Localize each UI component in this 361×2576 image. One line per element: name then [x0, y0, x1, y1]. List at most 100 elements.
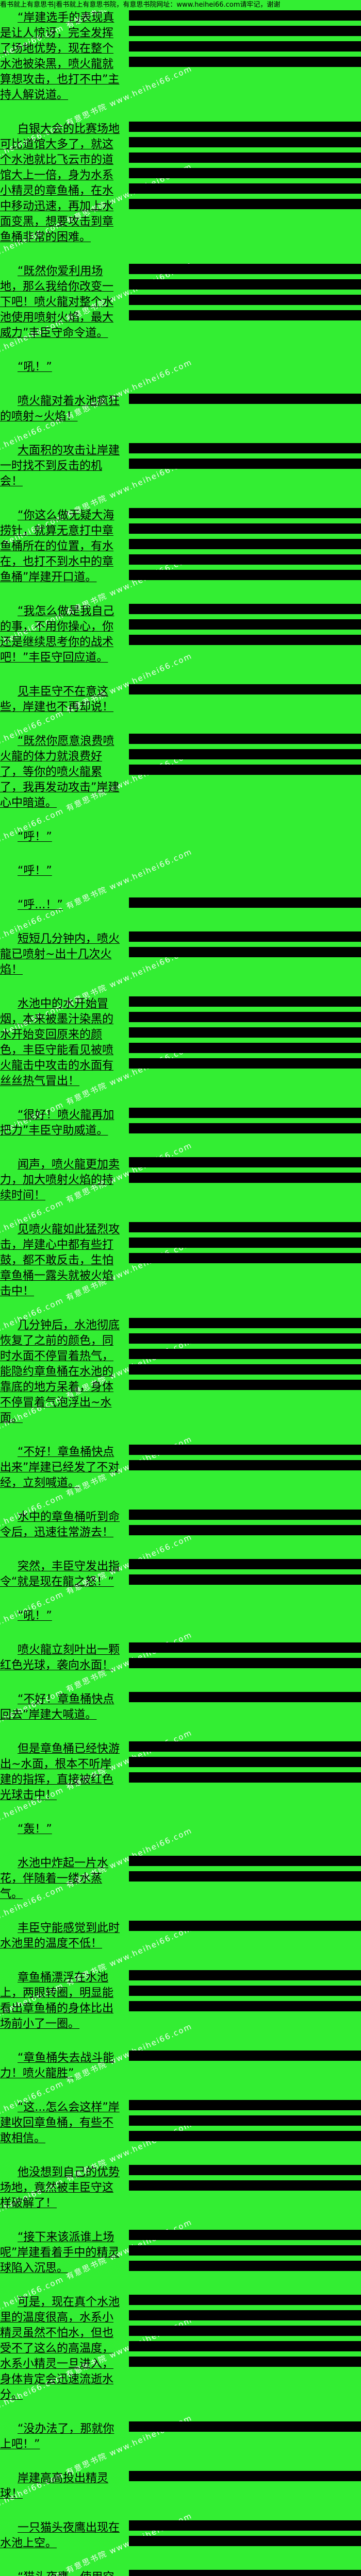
paragraph-spacer — [0, 724, 361, 734]
redaction-bar — [129, 1642, 361, 1653]
paragraph-spacer — [0, 2041, 361, 2050]
redaction-bar — [129, 2230, 361, 2240]
paragraph-spacer — [0, 112, 361, 122]
redaction-bar — [129, 619, 361, 630]
paragraph-text: “岸建选手的表现真是让人惊讶，完全发挥了场地优势，现在整个水池被染黑，喷火龍就算… — [0, 11, 120, 101]
paragraph: 但是章鱼桶已经快游出~水面，根本不听岸建的指挥，直接被红色光球击中！ — [0, 1741, 361, 1803]
redaction-bar — [129, 137, 361, 147]
paragraph-spacer — [0, 1599, 361, 1608]
redaction-bar — [129, 2471, 361, 2481]
paragraph-spacer — [0, 1812, 361, 1822]
redaction-bar — [129, 2520, 361, 2531]
redaction-bar — [129, 684, 361, 694]
redaction-bar-group — [129, 2471, 361, 2486]
redaction-bar — [129, 947, 361, 957]
redaction-bar — [129, 295, 361, 305]
paragraph-text: 几分钟后，水池彻底恢复了之前的颜色，同时水面不停冒着热气，能隐约章鱼桶在水池的靠… — [0, 1319, 120, 1425]
paragraph: “岸建选手的表现真是让人惊讶，完全发挥了场地优势，现在整个水池被染黑，喷火龍就算… — [0, 10, 361, 103]
redaction-bar — [129, 1173, 361, 1183]
paragraph: 水池中炸起一片水花，伴随着一缕水蒸气。 — [0, 1856, 361, 1902]
redaction-bar — [129, 1772, 361, 1783]
redaction-bar — [129, 1658, 361, 1668]
redaction-bar-group — [129, 1741, 361, 1788]
paragraph-spacer — [0, 255, 361, 264]
redaction-bar — [129, 1253, 361, 1263]
redaction-bar — [129, 122, 361, 132]
redaction-bar — [129, 2180, 361, 2191]
redaction-bar — [129, 554, 361, 565]
redaction-bar — [129, 1108, 361, 1118]
paragraph-spacer — [0, 987, 361, 996]
paragraph-spacer — [0, 675, 361, 684]
paragraph-text: 见喷火龍如此猛烈攻击，岸建心中都有些打鼓，都不敢反击，生怕章鱼桶一露头就被火焰击… — [0, 1223, 120, 1298]
redaction-bar — [129, 1757, 361, 1767]
paragraph-text: “不好！章鱼桶快点回去”岸建大喊道。 — [0, 1693, 114, 1721]
redaction-bar — [129, 996, 361, 1007]
redaction-bar — [129, 2295, 361, 2305]
redaction-bar — [129, 1574, 361, 1585]
paragraph: 可是，现在真个水池里的温度很高，水系小精灵虽然不怕水，但也受不了这么的高温度，水… — [0, 2295, 361, 2403]
redaction-bar — [129, 2357, 361, 2367]
redaction-bar — [129, 2261, 361, 2271]
redaction-bar — [129, 749, 361, 759]
redaction-bar — [129, 26, 361, 36]
redaction-bar — [129, 1692, 361, 1702]
paragraph-text: 短短几分钟内，喷火龍已喷射~出十几次火焰！ — [0, 933, 120, 976]
paragraph-text: “呼！” — [18, 865, 52, 877]
redaction-bar-group — [129, 1510, 361, 1540]
paragraph-spacer — [0, 1683, 361, 1692]
redaction-bar — [129, 168, 361, 178]
redaction-bar — [129, 57, 361, 67]
redaction-bar-group — [129, 897, 361, 913]
redaction-bar-group — [129, 684, 361, 700]
paragraph-spacer — [0, 595, 361, 604]
paragraph-text: 岸建高高投出精灵球！ — [0, 2472, 109, 2500]
paragraph-spacer — [0, 1550, 361, 1559]
header-banner: 看书就上有意思书|看书就上有意思书院，有意思书院网址：www.heihei66.… — [0, 0, 361, 10]
paragraph-spacer — [0, 888, 361, 897]
paragraph-spacer — [0, 1732, 361, 1741]
paragraph-text: 水池中炸起一片水花，伴随着一缕水蒸气。 — [0, 1857, 109, 1901]
paragraph: “呼...！” — [0, 897, 361, 913]
paragraph: 见丰臣守不在意这些，岸建也不再却说！ — [0, 684, 361, 715]
paragraph: “没办法了，那就你上吧！” — [0, 2421, 361, 2452]
paragraph-spacer — [0, 1098, 361, 1108]
paragraph-text: “轰！” — [18, 1823, 52, 1836]
redaction-bar — [129, 394, 361, 404]
paragraph: 章鱼桶漂浮在水池上，两眼转圈，明显能看出章鱼桶的身体比出场前小了一圈。 — [0, 1970, 361, 2032]
paragraph-spacer — [0, 1148, 361, 1157]
redaction-bar — [129, 10, 361, 21]
paragraph: 喷火龍立刻叶出一颗红色光球，袭向水面！ — [0, 1642, 361, 1673]
paragraph: “你这么做无疑大海捞针，就算无意打中章鱼桶所在的位置，有水在，也打不到水中的章鱼… — [0, 508, 361, 585]
redaction-bar — [129, 1157, 361, 1167]
paragraph: “不好！章鱼桶快点回去”岸建大喊道。 — [0, 1692, 361, 1723]
redaction-bar — [129, 1970, 361, 1980]
paragraph-spacer — [0, 2412, 361, 2421]
redaction-bar-group — [129, 394, 361, 409]
redaction-bar — [129, 1043, 361, 1053]
paragraph-text: 水中的章鱼桶听到命令后，迅速往常游去！ — [0, 1511, 120, 1539]
redaction-bar-group — [129, 2100, 361, 2146]
paragraph: “轰！” — [0, 1822, 361, 1837]
paragraph-spacer — [0, 1911, 361, 1921]
redaction-bar-group — [129, 1642, 361, 1673]
redaction-bar — [129, 1058, 361, 1069]
paragraph: “猫头夜鹰，使用空气利刃”岸建命令道。 — [0, 2570, 361, 2576]
redaction-bar-group — [129, 1108, 361, 1139]
paragraph-text: 喷火龍立刻叶出一颗红色光球，袭向水面！ — [0, 1643, 120, 1672]
redaction-bar-group — [129, 122, 361, 214]
paragraph-text: 可是，现在真个水池里的温度很高，水系小精灵虽然不怕水，但也受不了这么的高温度，水… — [0, 2296, 120, 2401]
redaction-bar-group — [129, 1157, 361, 1188]
paragraph: “接下来该派谁上场呢”岸建看着手中的精灵球陷入沉思。 — [0, 2230, 361, 2276]
redaction-bar-group — [129, 2230, 361, 2276]
paragraph-spacer — [0, 854, 361, 863]
redaction-bar — [129, 1921, 361, 1931]
paragraph: 几分钟后，水池彻底恢复了之前的颜色，同时水面不停冒着热气，能隐约章鱼桶在水池的靠… — [0, 1318, 361, 1426]
paragraph: 岸建高高投出精灵球！ — [0, 2471, 361, 2502]
paragraph: “吼！” — [0, 360, 361, 375]
redaction-bar — [129, 1986, 361, 1996]
redaction-bar — [129, 2245, 361, 2256]
redaction-bar-group — [129, 2165, 361, 2196]
redaction-bar — [129, 2001, 361, 2011]
paragraph-text: “既然你爱利用场地，那么我给你改变一下吧！喷火龍对整个水池使用喷射火焰，最大威力… — [0, 265, 114, 340]
